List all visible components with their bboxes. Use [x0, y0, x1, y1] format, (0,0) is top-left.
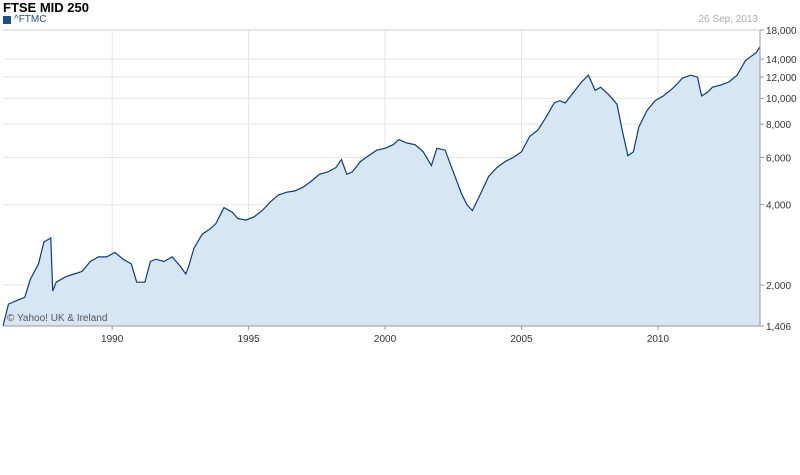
x-tick-label: 2000: [374, 334, 397, 345]
y-tick-label: 1,406: [766, 322, 791, 333]
y-tick-label: 2,000: [766, 281, 791, 292]
chart-title: FTSE MID 250: [3, 0, 89, 15]
y-tick-label: 18,000: [766, 26, 797, 37]
y-axis: 1,406 2,000 4,000 6,000 8,000 10,000 12,000 14,…: [760, 26, 797, 333]
x-tick-label: 2010: [647, 334, 670, 345]
series-line: [2, 46, 761, 327]
copyright-credit: © Yahoo! UK & Ireland: [7, 313, 107, 324]
y-tick-label: 10,000: [766, 94, 797, 105]
plot-frame: [3, 29, 761, 327]
y-tick-label: 4,000: [766, 201, 791, 212]
series-area: [3, 46, 760, 326]
y-tick-label: 12,000: [766, 73, 797, 84]
legend: ^FTMC: [3, 14, 46, 25]
legend-swatch: [3, 15, 11, 24]
x-tick-label: 1990: [101, 334, 124, 345]
x-tick-label: 2005: [510, 334, 533, 345]
y-tick-label: 6,000: [766, 154, 791, 165]
y-tick-label: 14,000: [766, 55, 797, 66]
x-tick-label: 1995: [237, 334, 260, 345]
legend-label: ^FTMC: [14, 14, 47, 25]
x-axis: 1990 1995 2000 2005 2010: [101, 326, 669, 345]
chart-date: 26 Sep, 2013: [698, 14, 759, 25]
y-tick-label: 8,000: [766, 120, 791, 131]
